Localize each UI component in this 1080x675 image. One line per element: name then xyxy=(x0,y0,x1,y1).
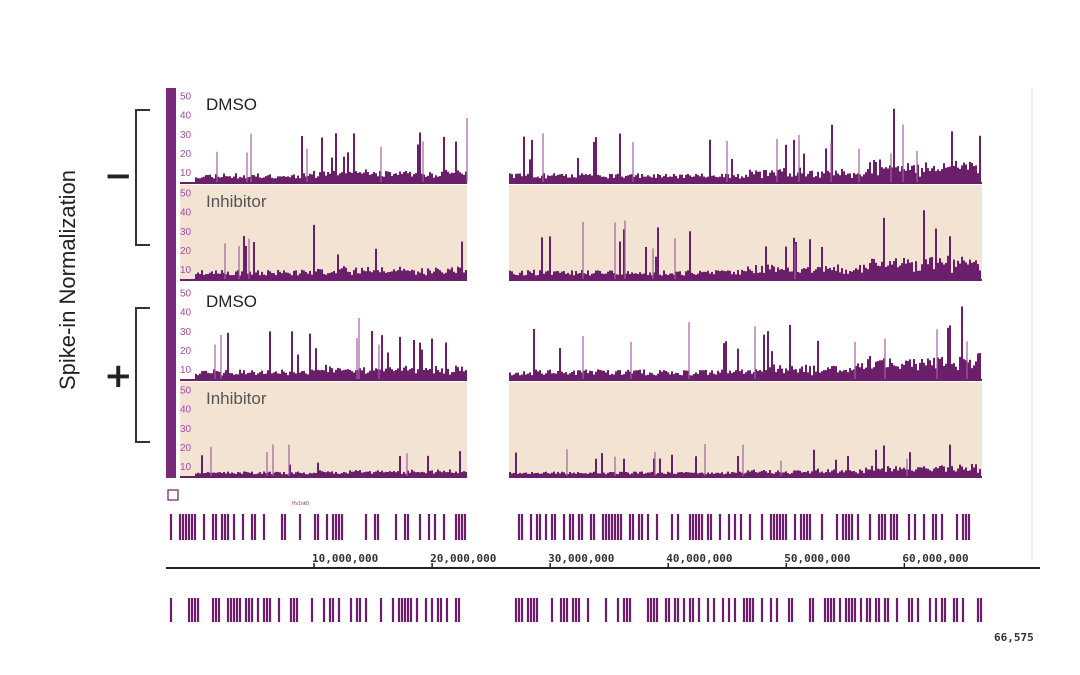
signal-bars xyxy=(195,210,981,279)
track-label: Inhibitor xyxy=(206,389,267,408)
y-tick-label: 20 xyxy=(180,443,192,454)
y-tick-label: 50 xyxy=(180,386,192,397)
signal-bars xyxy=(195,444,981,476)
signal-tracks: 10 20 30 40 50 DMSO 10 20 30 40 50 Inhibitor 10 20 30 4… xyxy=(166,88,1033,560)
x-tick-label: 20,000,000 xyxy=(430,552,496,565)
x-axis-end-label: 66,575 xyxy=(994,631,1034,644)
group-bracket-2 xyxy=(135,307,150,443)
spike-in-plus-label: + xyxy=(104,356,133,396)
track-scale-bar xyxy=(166,88,176,478)
gene-marks xyxy=(169,514,971,540)
signal-track-3: 10 20 30 40 50 DMSO xyxy=(180,285,982,381)
x-axis: 10,000,000 20,000,000 30,000,000 40,000,000… xyxy=(166,552,1040,569)
y-tick-label: 30 xyxy=(180,227,192,238)
x-tick-label: 30,000,000 xyxy=(548,552,614,565)
y-tick-label: 40 xyxy=(180,208,192,219)
y-tick-label: 20 xyxy=(180,346,192,357)
annotation-box xyxy=(167,489,179,501)
track-label: DMSO xyxy=(206,292,257,311)
track-background xyxy=(509,285,982,381)
gene-row-top xyxy=(169,514,971,540)
signal-peaks xyxy=(214,317,968,379)
gene-annotation-rows: Hv1nk0 xyxy=(167,489,983,622)
signal-bars xyxy=(195,108,981,182)
y-tick-label: 10 xyxy=(180,168,192,179)
y-tick-label: 50 xyxy=(180,289,192,300)
signal-peaks xyxy=(216,118,918,182)
signal-track-2: 10 20 30 40 50 Inhibitor xyxy=(180,185,982,281)
gene-row-bottom xyxy=(169,598,983,622)
annotation-label: Hv1nk0 xyxy=(292,501,309,507)
track-label: Inhibitor xyxy=(206,192,267,211)
track-background xyxy=(180,185,467,281)
y-tick-label: 10 xyxy=(180,265,192,276)
group-bracket-1 xyxy=(135,109,150,246)
y-tick-label: 20 xyxy=(180,149,192,160)
x-tick-label: 40,000,000 xyxy=(666,552,732,565)
signal-peaks xyxy=(224,220,796,279)
signal-track-1: 10 20 30 40 50 DMSO xyxy=(180,88,982,184)
y-tick-label: 40 xyxy=(180,308,192,319)
y-tick-label: 10 xyxy=(180,365,192,376)
spike-in-minus-label: − xyxy=(104,156,133,196)
y-tick-label: 10 xyxy=(180,462,192,473)
y-tick-label: 30 xyxy=(180,424,192,435)
y-tick-label: 40 xyxy=(180,405,192,416)
y-tick-label: 50 xyxy=(180,189,192,200)
x-tick-label: 10,000,000 xyxy=(312,552,378,565)
y-tick-label: 20 xyxy=(180,246,192,257)
signal-bars xyxy=(195,306,981,379)
track-background xyxy=(509,382,982,478)
y-tick-label: 30 xyxy=(180,327,192,338)
group-brackets xyxy=(135,109,150,443)
signal-track-4: 10 20 30 40 50 Inhibitor xyxy=(180,382,982,478)
signal-peaks xyxy=(210,443,908,476)
track-background xyxy=(180,382,467,478)
y-tick-label: 40 xyxy=(180,111,192,122)
y-tick-label: 50 xyxy=(180,92,192,103)
track-label: DMSO xyxy=(206,95,257,114)
x-tick-label: 60,000,000 xyxy=(902,552,968,565)
y-tick-label: 30 xyxy=(180,130,192,141)
gene-marks xyxy=(169,598,983,622)
x-tick-label: 50,000,000 xyxy=(784,552,850,565)
